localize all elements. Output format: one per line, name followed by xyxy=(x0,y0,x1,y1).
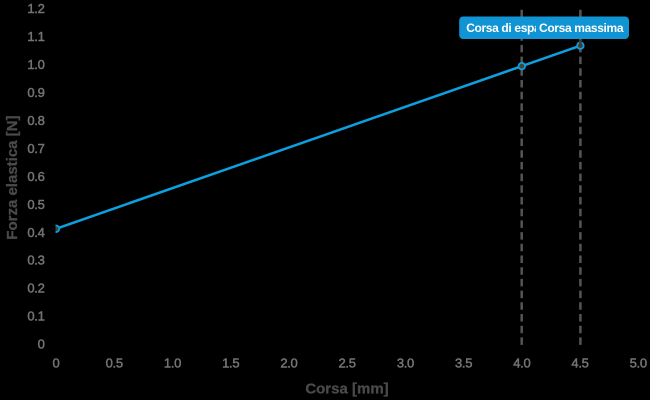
svg-text:0: 0 xyxy=(53,356,60,371)
svg-text:0.2: 0.2 xyxy=(27,281,44,296)
svg-text:0.1: 0.1 xyxy=(27,309,44,324)
svg-text:1.2: 1.2 xyxy=(27,1,44,16)
svg-text:1.0: 1.0 xyxy=(164,356,181,371)
svg-text:1.0: 1.0 xyxy=(27,57,44,72)
svg-text:0: 0 xyxy=(38,337,45,352)
svg-text:Forza elastica [N]: Forza elastica [N] xyxy=(4,115,21,239)
svg-text:0.9: 0.9 xyxy=(27,85,44,100)
svg-text:0.6: 0.6 xyxy=(27,169,44,184)
svg-text:0.5: 0.5 xyxy=(27,197,44,212)
svg-text:Corsa massima: Corsa massima xyxy=(539,21,624,35)
svg-text:2.5: 2.5 xyxy=(339,356,356,371)
svg-text:0.5: 0.5 xyxy=(106,356,123,371)
svg-text:Corsa [mm]: Corsa [mm] xyxy=(305,380,388,397)
svg-text:0.7: 0.7 xyxy=(27,141,44,156)
svg-text:4.0: 4.0 xyxy=(513,356,530,371)
svg-text:0.4: 0.4 xyxy=(27,225,44,240)
svg-text:3.0: 3.0 xyxy=(397,356,414,371)
svg-text:0.3: 0.3 xyxy=(27,253,44,268)
svg-text:4.5: 4.5 xyxy=(571,356,588,371)
svg-text:5.0: 5.0 xyxy=(630,356,647,371)
svg-text:2.0: 2.0 xyxy=(280,356,297,371)
svg-text:0.8: 0.8 xyxy=(27,113,44,128)
svg-text:3.5: 3.5 xyxy=(455,356,472,371)
svg-text:1.5: 1.5 xyxy=(222,356,239,371)
svg-text:1.1: 1.1 xyxy=(27,29,44,44)
